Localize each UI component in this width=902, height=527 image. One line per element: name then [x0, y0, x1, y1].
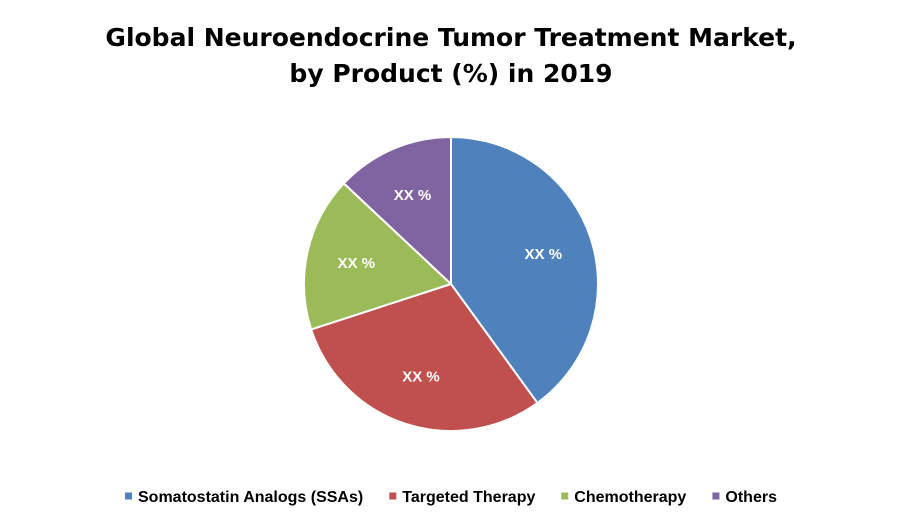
pie-slice-somatostatin-analogs-ssas	[450, 136, 599, 404]
legend-label-others: Others	[725, 489, 777, 506]
legend-item-chemotherapy: Chemotherapy	[561, 489, 686, 506]
legend-item-somatostatin-analogs-ssas: Somatostatin Analogs (SSAs)	[125, 489, 363, 506]
pie-slice-chemotherapy	[303, 182, 452, 331]
legend-swatch-others	[712, 492, 720, 500]
pie-slice-others	[342, 136, 452, 285]
data-label-targeted-therapy: XX %	[402, 368, 440, 385]
slice-labels: XX % XX % XX % XX %	[338, 187, 563, 385]
legend-swatch-chemotherapy	[561, 492, 569, 500]
legend-label-somatostatin-analogs-ssas: Somatostatin Analogs (SSAs)	[138, 489, 363, 506]
legend-item-targeted-therapy: Targeted Therapy	[389, 489, 535, 506]
data-label-somatostatin-analogs-ssas: XX %	[525, 246, 563, 263]
legend-item-others: Others	[712, 489, 777, 506]
legend-swatch-targeted-therapy	[389, 492, 397, 500]
chart-title-line-2: by Product (%) in 2019	[289, 59, 612, 88]
chart-title: Global Neuroendocrine Tumor Treatment Ma…	[105, 23, 796, 88]
data-label-chemotherapy: XX %	[338, 255, 376, 272]
pie-slices	[303, 136, 599, 432]
legend: Somatostatin Analogs (SSAs) Targeted Ther…	[125, 489, 777, 506]
legend-swatch-somatostatin-analogs-ssas	[125, 492, 132, 500]
chart-title-line-1: Global Neuroendocrine Tumor Treatment Ma…	[105, 23, 796, 52]
data-label-others: XX %	[394, 187, 432, 204]
legend-label-targeted-therapy: Targeted Therapy	[402, 489, 535, 506]
pie-slice-targeted-therapy	[310, 283, 539, 432]
legend-label-chemotherapy: Chemotherapy	[574, 489, 686, 506]
